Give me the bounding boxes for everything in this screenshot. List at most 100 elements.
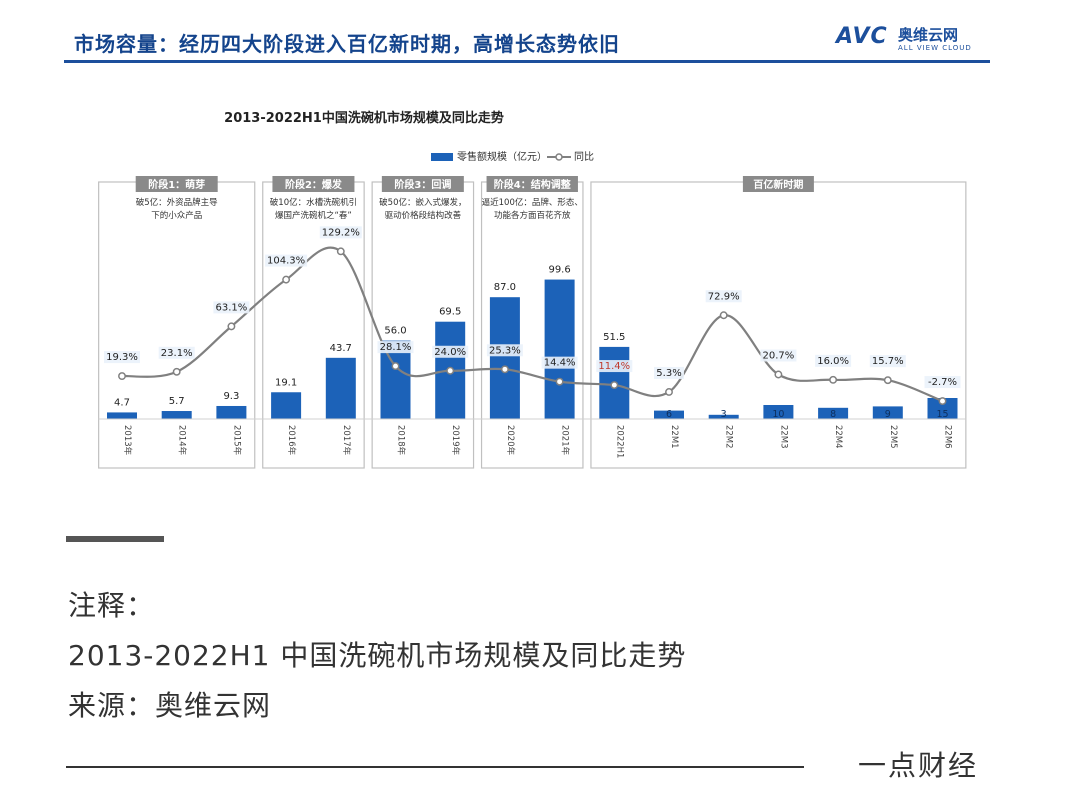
yoy-marker	[282, 275, 291, 284]
yoy-label-bg	[654, 366, 684, 379]
header-divider	[64, 60, 990, 63]
yoy-label-bg	[265, 254, 308, 267]
x-tick-label: 2014年	[177, 425, 188, 456]
footer-accent-bar	[66, 536, 164, 542]
bottom-divider	[66, 766, 804, 768]
slide-header: 市场容量：经历四大阶段进入百亿新时期，高增长态势依旧 AVC 奥维云网 ALL …	[64, 22, 990, 66]
market-size-chart: 2013-2022H1中国洗碗机市场规模及同比走势 零售额规模（亿元） 同比 阶段1：…	[84, 96, 994, 496]
yoy-label-bg	[705, 290, 742, 303]
stage-desc: 破50亿：嵌入式爆发，	[379, 197, 466, 208]
bar	[380, 340, 411, 419]
bar	[489, 297, 520, 419]
yoy-label-bg	[815, 354, 852, 367]
bar	[818, 407, 849, 419]
bar-label: 4.7	[114, 397, 130, 408]
yoy-label: 20.7%	[763, 351, 795, 362]
stage-title-bg	[135, 176, 218, 192]
x-tick-label: 2022H1	[614, 425, 624, 458]
yoy-line	[121, 246, 943, 403]
bar	[216, 405, 247, 419]
x-tick-label: 2021年	[560, 425, 571, 456]
yoy-label: 63.1%	[216, 302, 248, 313]
stage-title: 阶段1：萌芽	[148, 178, 205, 191]
stage-desc: 功能各方面百花齐放	[494, 210, 571, 221]
bar	[161, 411, 192, 419]
note-source: 来源：奥维云网	[68, 689, 272, 722]
x-tick-label: 2013年	[122, 425, 133, 456]
stage-desc: 逼近100亿：品牌、形态、	[482, 197, 583, 208]
yoy-marker	[391, 362, 400, 371]
signature: 一点财经	[858, 749, 979, 782]
yoy-label: 24.0%	[434, 347, 466, 358]
bar-label: 10	[772, 409, 784, 420]
bar-label: 8	[830, 409, 836, 420]
bar	[654, 410, 684, 419]
yoy-marker	[227, 322, 236, 331]
x-tick-label: 22M2	[724, 425, 734, 449]
x-tick-label: 2020年	[505, 425, 516, 456]
bar-label: 87.0	[494, 282, 516, 293]
bar	[708, 414, 739, 419]
bar-label: 15	[936, 409, 948, 420]
yoy-label-bg	[924, 376, 961, 389]
stage-title: 阶段4：结构调整	[494, 178, 571, 191]
bar	[927, 398, 958, 419]
yoy-marker	[665, 388, 673, 396]
x-tick-label: 2016年	[286, 425, 297, 456]
bar	[325, 357, 356, 419]
stage-title-bg	[742, 176, 814, 192]
stage-desc: 驱动价格段结构改善	[385, 210, 462, 221]
yoy-marker	[446, 366, 455, 375]
bar-label: 3	[721, 409, 727, 420]
yoy-marker	[336, 247, 345, 256]
stage-title: 阶段2：爆发	[285, 178, 343, 191]
bar-label: 43.7	[330, 343, 352, 354]
yoy-marker	[829, 375, 838, 384]
bar	[271, 392, 302, 419]
stage-title-bg	[381, 176, 464, 192]
stage-desc: 爆国产洗碗机之“春”	[275, 210, 352, 221]
yoy-label: -2.7%	[928, 377, 957, 388]
yoy-label: 14.4%	[544, 358, 576, 369]
yoy-label: 104.3%	[267, 256, 305, 267]
x-tick-label: 22M1	[669, 425, 679, 449]
yoy-marker	[555, 377, 564, 386]
yoy-marker	[883, 376, 892, 385]
x-tick-label: 2017年	[341, 425, 352, 456]
legend-line-marker	[555, 153, 563, 161]
legend-bar-swatch	[431, 153, 453, 161]
yoy-label: 28.1%	[380, 342, 412, 353]
yoy-label: 19.3%	[106, 352, 138, 363]
note-label: 注释：	[68, 589, 156, 622]
slide-title: 市场容量：经历四大阶段进入百亿新时期，高增长态势依旧	[74, 32, 620, 56]
bar-label: 5.7	[169, 396, 185, 407]
avc-logo: AVC 奥维云网 ALL VIEW CLOUD	[836, 22, 986, 58]
x-tick-label: 22M5	[888, 425, 898, 449]
bar-label: 9.3	[223, 391, 239, 402]
bar-label: 69.5	[439, 307, 461, 318]
yoy-label: 5.3%	[656, 368, 681, 379]
yoy-marker	[774, 370, 783, 379]
legend-bar-label: 零售额规模（亿元）	[457, 150, 547, 163]
x-tick-label: 2018年	[396, 425, 407, 456]
bar	[107, 412, 137, 419]
stage-title: 百亿新时期	[753, 178, 803, 191]
note-text: 2013-2022H1 中国洗碗机市场规模及同比走势	[68, 639, 687, 672]
x-tick-label: 22M6	[943, 425, 953, 449]
logo-cn: 奥维云网	[898, 26, 959, 44]
x-tick-label: 2019年	[450, 425, 461, 456]
yoy-label: 16.0%	[817, 356, 849, 367]
yoy-marker	[719, 311, 728, 320]
stage-desc: 破5亿：外资品牌主导	[136, 197, 218, 208]
yoy-label: 72.9%	[708, 291, 740, 302]
x-tick-label: 22M3	[778, 425, 788, 449]
x-tick-label: 2015年	[231, 425, 242, 456]
logo-en: ALL VIEW CLOUD	[898, 44, 972, 52]
yoy-label-bg	[377, 341, 414, 354]
yoy-label: 15.7%	[872, 356, 904, 367]
logo-mark: AVC	[836, 24, 888, 49]
yoy-label: 23.1%	[161, 348, 193, 359]
stage-desc: 破10亿：水槽洗碗机引	[270, 197, 357, 208]
stage-title-bg	[486, 176, 578, 192]
